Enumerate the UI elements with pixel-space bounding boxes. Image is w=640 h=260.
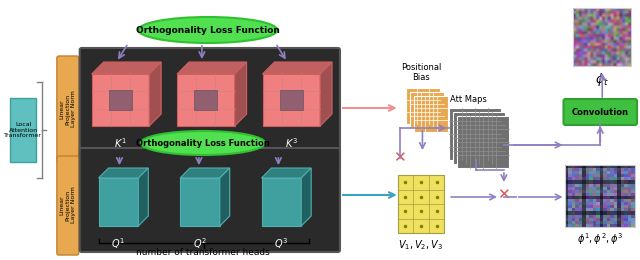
Text: $\phi_t$: $\phi_t$ xyxy=(595,71,609,88)
FancyBboxPatch shape xyxy=(57,56,79,162)
Polygon shape xyxy=(262,168,311,178)
Polygon shape xyxy=(138,168,148,226)
Text: Positional
Bias: Positional Bias xyxy=(401,63,442,82)
Polygon shape xyxy=(180,168,230,178)
FancyBboxPatch shape xyxy=(410,92,444,128)
Text: Orthogonality Loss Function: Orthogonality Loss Function xyxy=(136,139,270,147)
FancyBboxPatch shape xyxy=(10,98,36,162)
Text: $K^1$: $K^1$ xyxy=(114,136,127,150)
FancyBboxPatch shape xyxy=(397,175,444,233)
Polygon shape xyxy=(262,62,332,74)
Polygon shape xyxy=(262,74,320,126)
Text: $Q^1$: $Q^1$ xyxy=(111,236,125,251)
Text: number of transformer heads: number of transformer heads xyxy=(136,248,270,257)
Polygon shape xyxy=(149,62,161,126)
Polygon shape xyxy=(92,74,149,126)
Text: Linear
Projection
Layer Norm: Linear Projection Layer Norm xyxy=(60,187,76,223)
Text: Local
Attention
Transformer: Local Attention Transformer xyxy=(4,122,42,138)
FancyBboxPatch shape xyxy=(80,48,340,167)
Polygon shape xyxy=(99,178,138,226)
FancyBboxPatch shape xyxy=(453,112,505,164)
Ellipse shape xyxy=(141,131,265,155)
Text: $\phi^1, \phi^2, \phi^3$: $\phi^1, \phi^2, \phi^3$ xyxy=(577,231,623,247)
FancyBboxPatch shape xyxy=(57,156,79,255)
Text: $Q^2$: $Q^2$ xyxy=(193,236,207,251)
Ellipse shape xyxy=(138,17,277,43)
Polygon shape xyxy=(180,178,220,226)
Polygon shape xyxy=(99,168,148,178)
Polygon shape xyxy=(235,62,246,126)
Polygon shape xyxy=(301,168,311,226)
Polygon shape xyxy=(109,90,132,110)
FancyBboxPatch shape xyxy=(457,116,509,168)
Text: Att Maps: Att Maps xyxy=(450,95,486,104)
Polygon shape xyxy=(177,62,246,74)
Text: ✕: ✕ xyxy=(497,187,510,203)
Text: $Q^3$: $Q^3$ xyxy=(275,236,289,251)
Polygon shape xyxy=(220,168,230,226)
Text: $K^2$: $K^2$ xyxy=(200,136,212,150)
FancyBboxPatch shape xyxy=(449,108,501,160)
Polygon shape xyxy=(92,62,161,74)
Polygon shape xyxy=(262,178,301,226)
FancyBboxPatch shape xyxy=(563,99,637,125)
Polygon shape xyxy=(195,90,218,110)
Polygon shape xyxy=(320,62,332,126)
FancyBboxPatch shape xyxy=(406,88,440,124)
Text: ✕: ✕ xyxy=(393,151,406,166)
Text: Convolution: Convolution xyxy=(572,107,628,116)
Text: Linear
Projection
Layer Norm: Linear Projection Layer Norm xyxy=(60,90,76,127)
Text: Orthogonality Loss Function: Orthogonality Loss Function xyxy=(136,25,280,35)
Polygon shape xyxy=(177,74,235,126)
Polygon shape xyxy=(280,90,303,110)
FancyBboxPatch shape xyxy=(413,96,448,132)
FancyBboxPatch shape xyxy=(80,148,340,252)
Text: $V_1, V_2, V_3$: $V_1, V_2, V_3$ xyxy=(398,238,443,252)
Text: $K^3$: $K^3$ xyxy=(285,136,298,150)
